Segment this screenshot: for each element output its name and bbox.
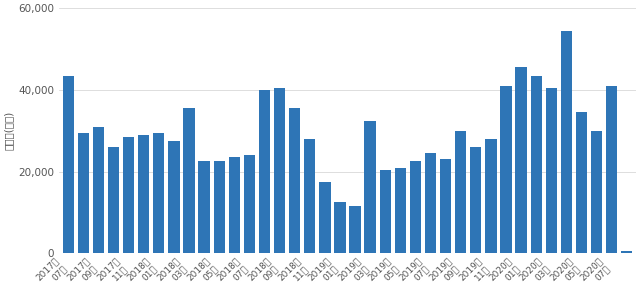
Bar xyxy=(304,139,316,253)
Bar xyxy=(108,147,119,253)
Bar xyxy=(455,131,467,253)
Bar xyxy=(561,31,572,253)
Bar xyxy=(259,90,270,253)
Bar xyxy=(244,155,255,253)
Bar xyxy=(198,161,210,253)
Bar xyxy=(349,206,361,253)
Bar xyxy=(214,161,225,253)
Bar xyxy=(274,88,285,253)
Bar xyxy=(440,159,451,253)
Bar xyxy=(515,67,527,253)
Bar xyxy=(289,108,300,253)
Y-axis label: 거래량(건수): 거래량(건수) xyxy=(4,111,14,151)
Bar xyxy=(365,121,376,253)
Bar xyxy=(77,133,89,253)
Bar xyxy=(470,147,481,253)
Bar xyxy=(500,86,511,253)
Bar xyxy=(334,202,346,253)
Bar xyxy=(591,131,602,253)
Bar xyxy=(531,76,542,253)
Bar xyxy=(410,161,421,253)
Bar xyxy=(138,135,149,253)
Bar xyxy=(123,137,134,253)
Bar xyxy=(63,76,74,253)
Bar xyxy=(380,170,391,253)
Bar xyxy=(168,141,180,253)
Bar xyxy=(621,251,632,253)
Bar xyxy=(183,108,195,253)
Bar xyxy=(606,86,618,253)
Bar xyxy=(153,133,164,253)
Bar xyxy=(576,112,587,253)
Bar xyxy=(425,153,436,253)
Bar xyxy=(395,168,406,253)
Bar xyxy=(228,157,240,253)
Bar xyxy=(546,88,557,253)
Bar xyxy=(485,139,497,253)
Bar xyxy=(319,182,330,253)
Bar xyxy=(93,127,104,253)
